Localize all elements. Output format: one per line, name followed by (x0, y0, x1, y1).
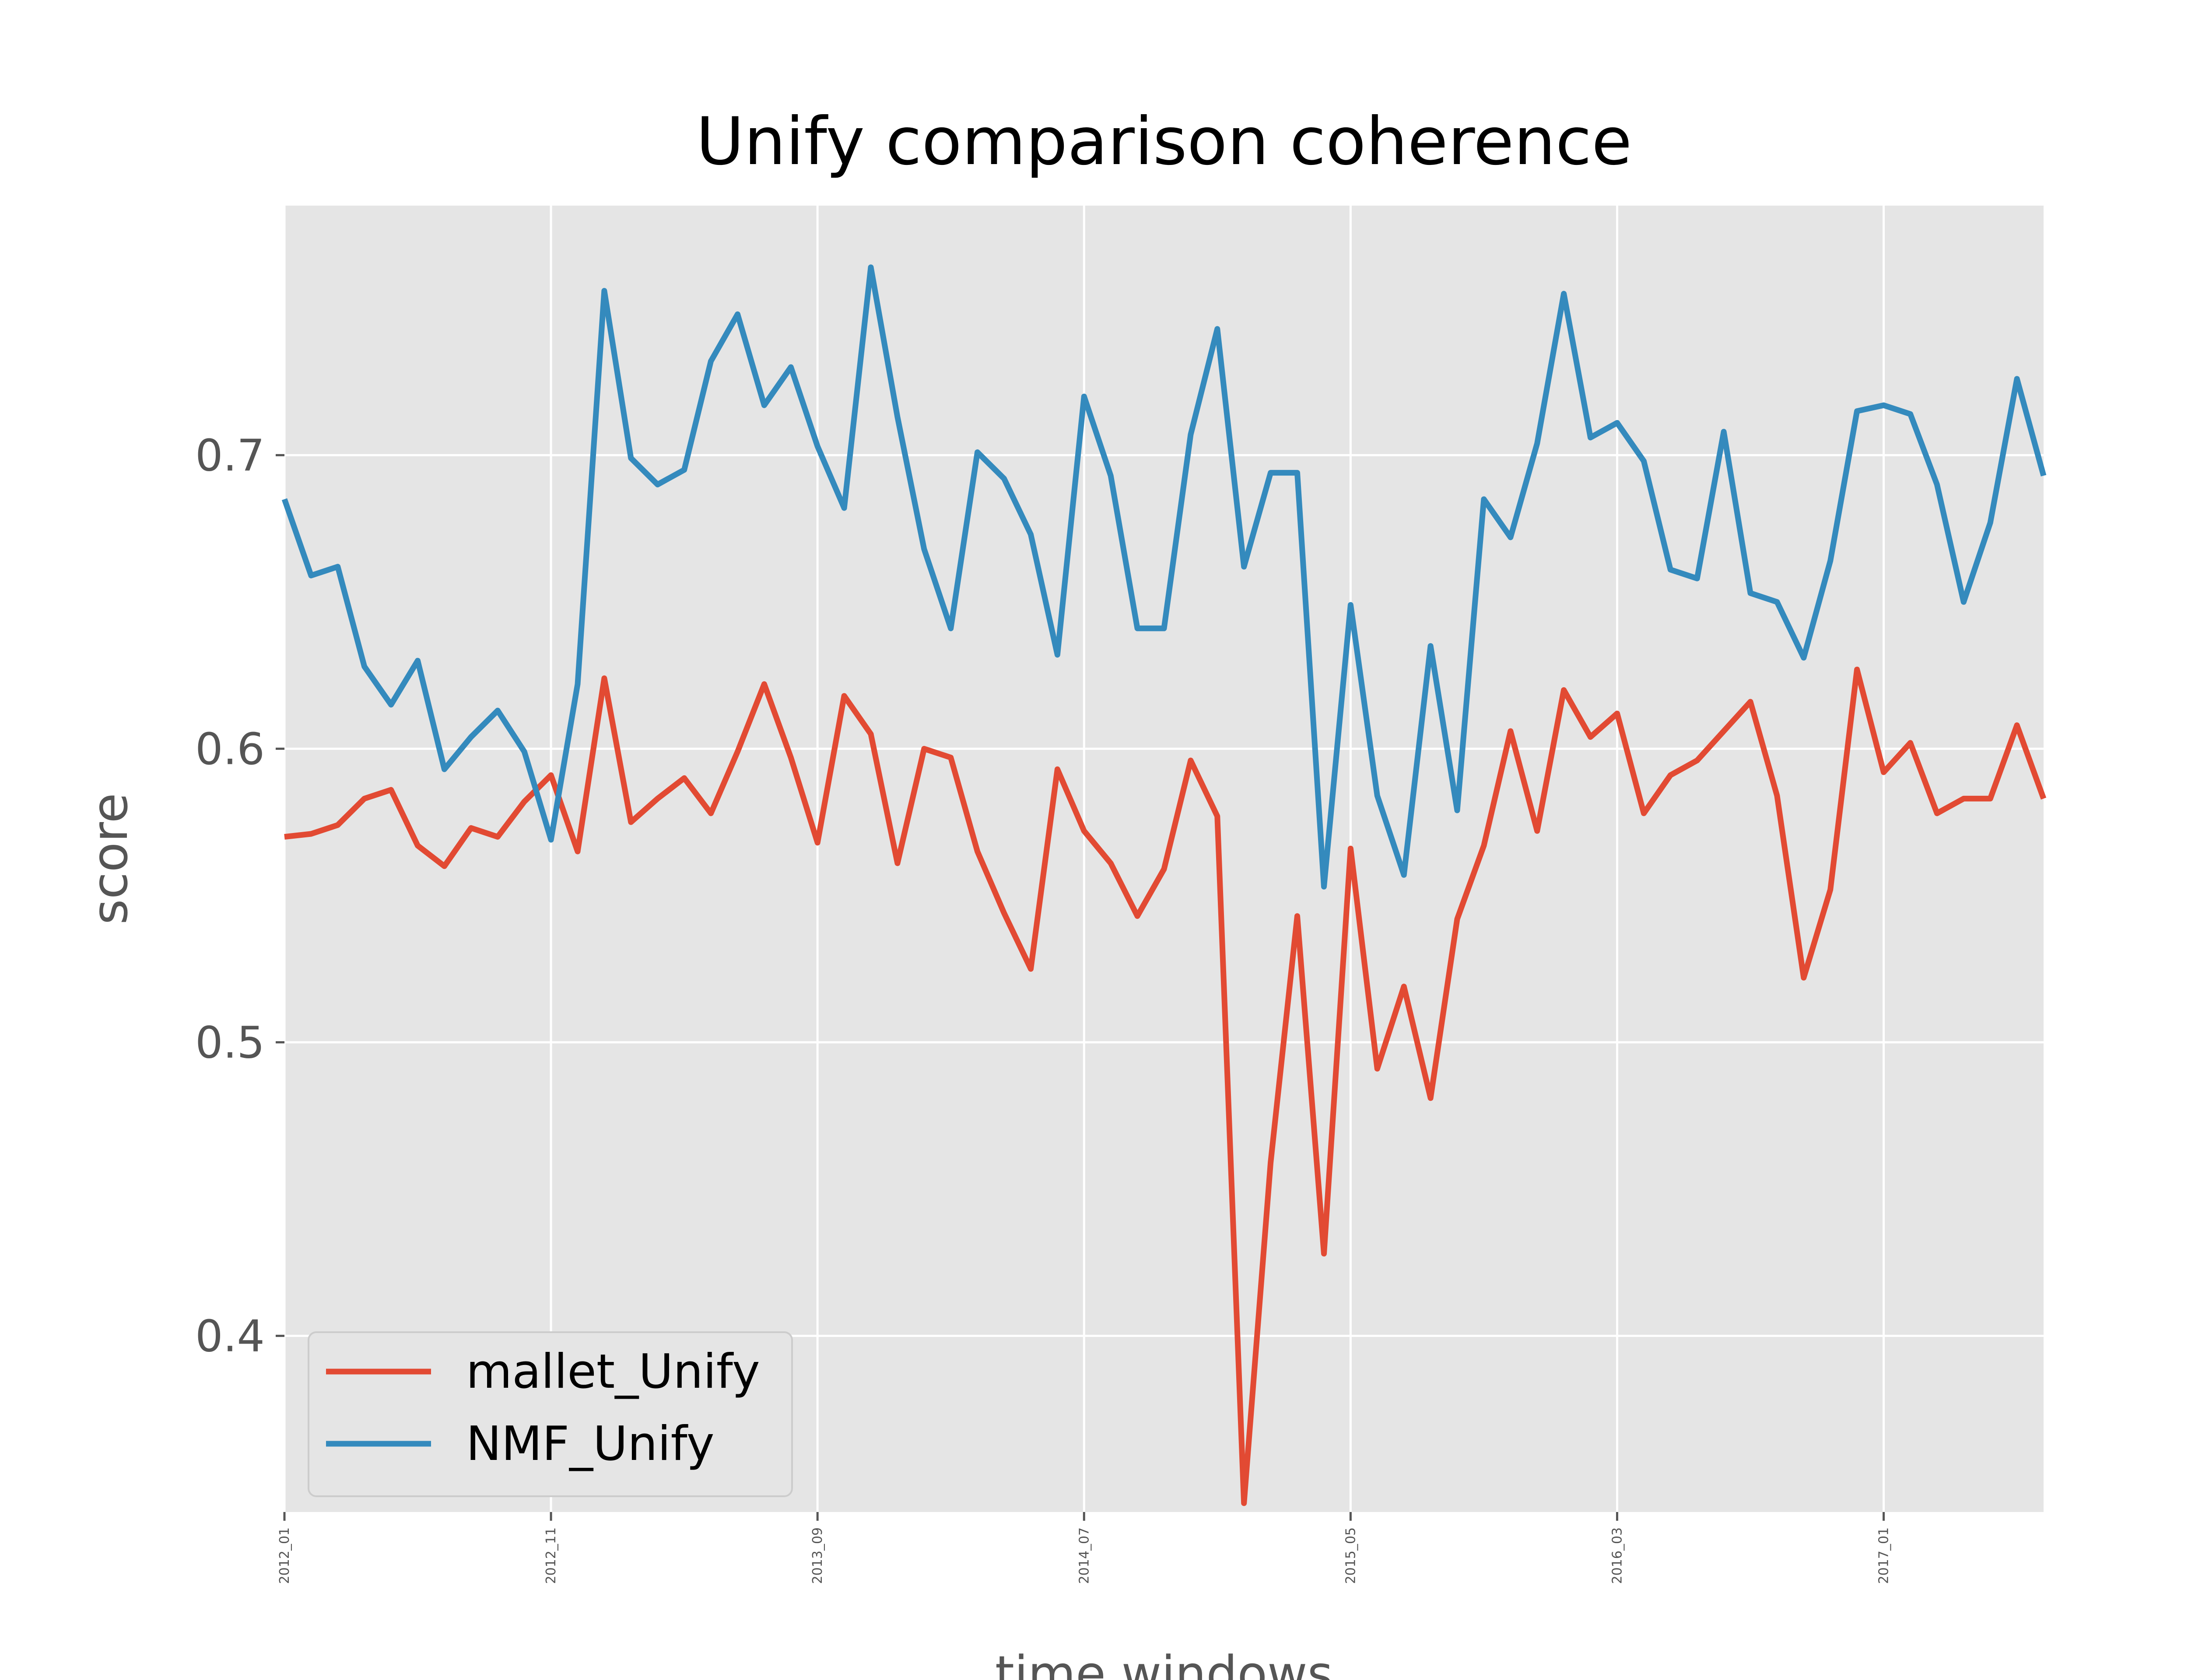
y-tick-label: 0.6 (195, 723, 265, 774)
x-axis-ticks: 2012_01 2012_11 2013_09 2014_07 2015_05 2016_… (277, 1512, 1892, 1584)
chart-title: Unify comparison coherence (696, 104, 1632, 180)
x-tick-label: 2012_01 (277, 1527, 292, 1584)
y-tick-label: 0.7 (195, 430, 265, 481)
x-tick-label: 2017_01 (1876, 1527, 1892, 1584)
grid-lines (283, 206, 2044, 1512)
x-axis-label: time windows (995, 1646, 1333, 1680)
x-tick-label: 2015_05 (1343, 1527, 1358, 1584)
y-tick-label: 0.4 (195, 1310, 265, 1362)
x-tick-label: 2012_11 (543, 1527, 559, 1584)
y-tick-label: 0.5 (195, 1017, 265, 1068)
legend-label-mallet: mallet_Unify (466, 1344, 760, 1399)
legend-label-nmf: NMF_Unify (466, 1417, 715, 1471)
y-axis-ticks: 0.4 0.5 0.6 0.7 (195, 430, 284, 1362)
series-line-nmf-unify (281, 264, 2047, 890)
series-lines (281, 264, 2047, 1506)
y-axis-label: score (82, 793, 139, 925)
x-tick-label: 2014_07 (1076, 1527, 1092, 1584)
legend: mallet_Unify NMF_Unify (308, 1331, 793, 1497)
series-line-mallet-unify (284, 666, 2047, 1506)
x-tick-label: 2016_03 (1609, 1527, 1625, 1584)
x-tick-label: 2013_09 (810, 1527, 825, 1584)
